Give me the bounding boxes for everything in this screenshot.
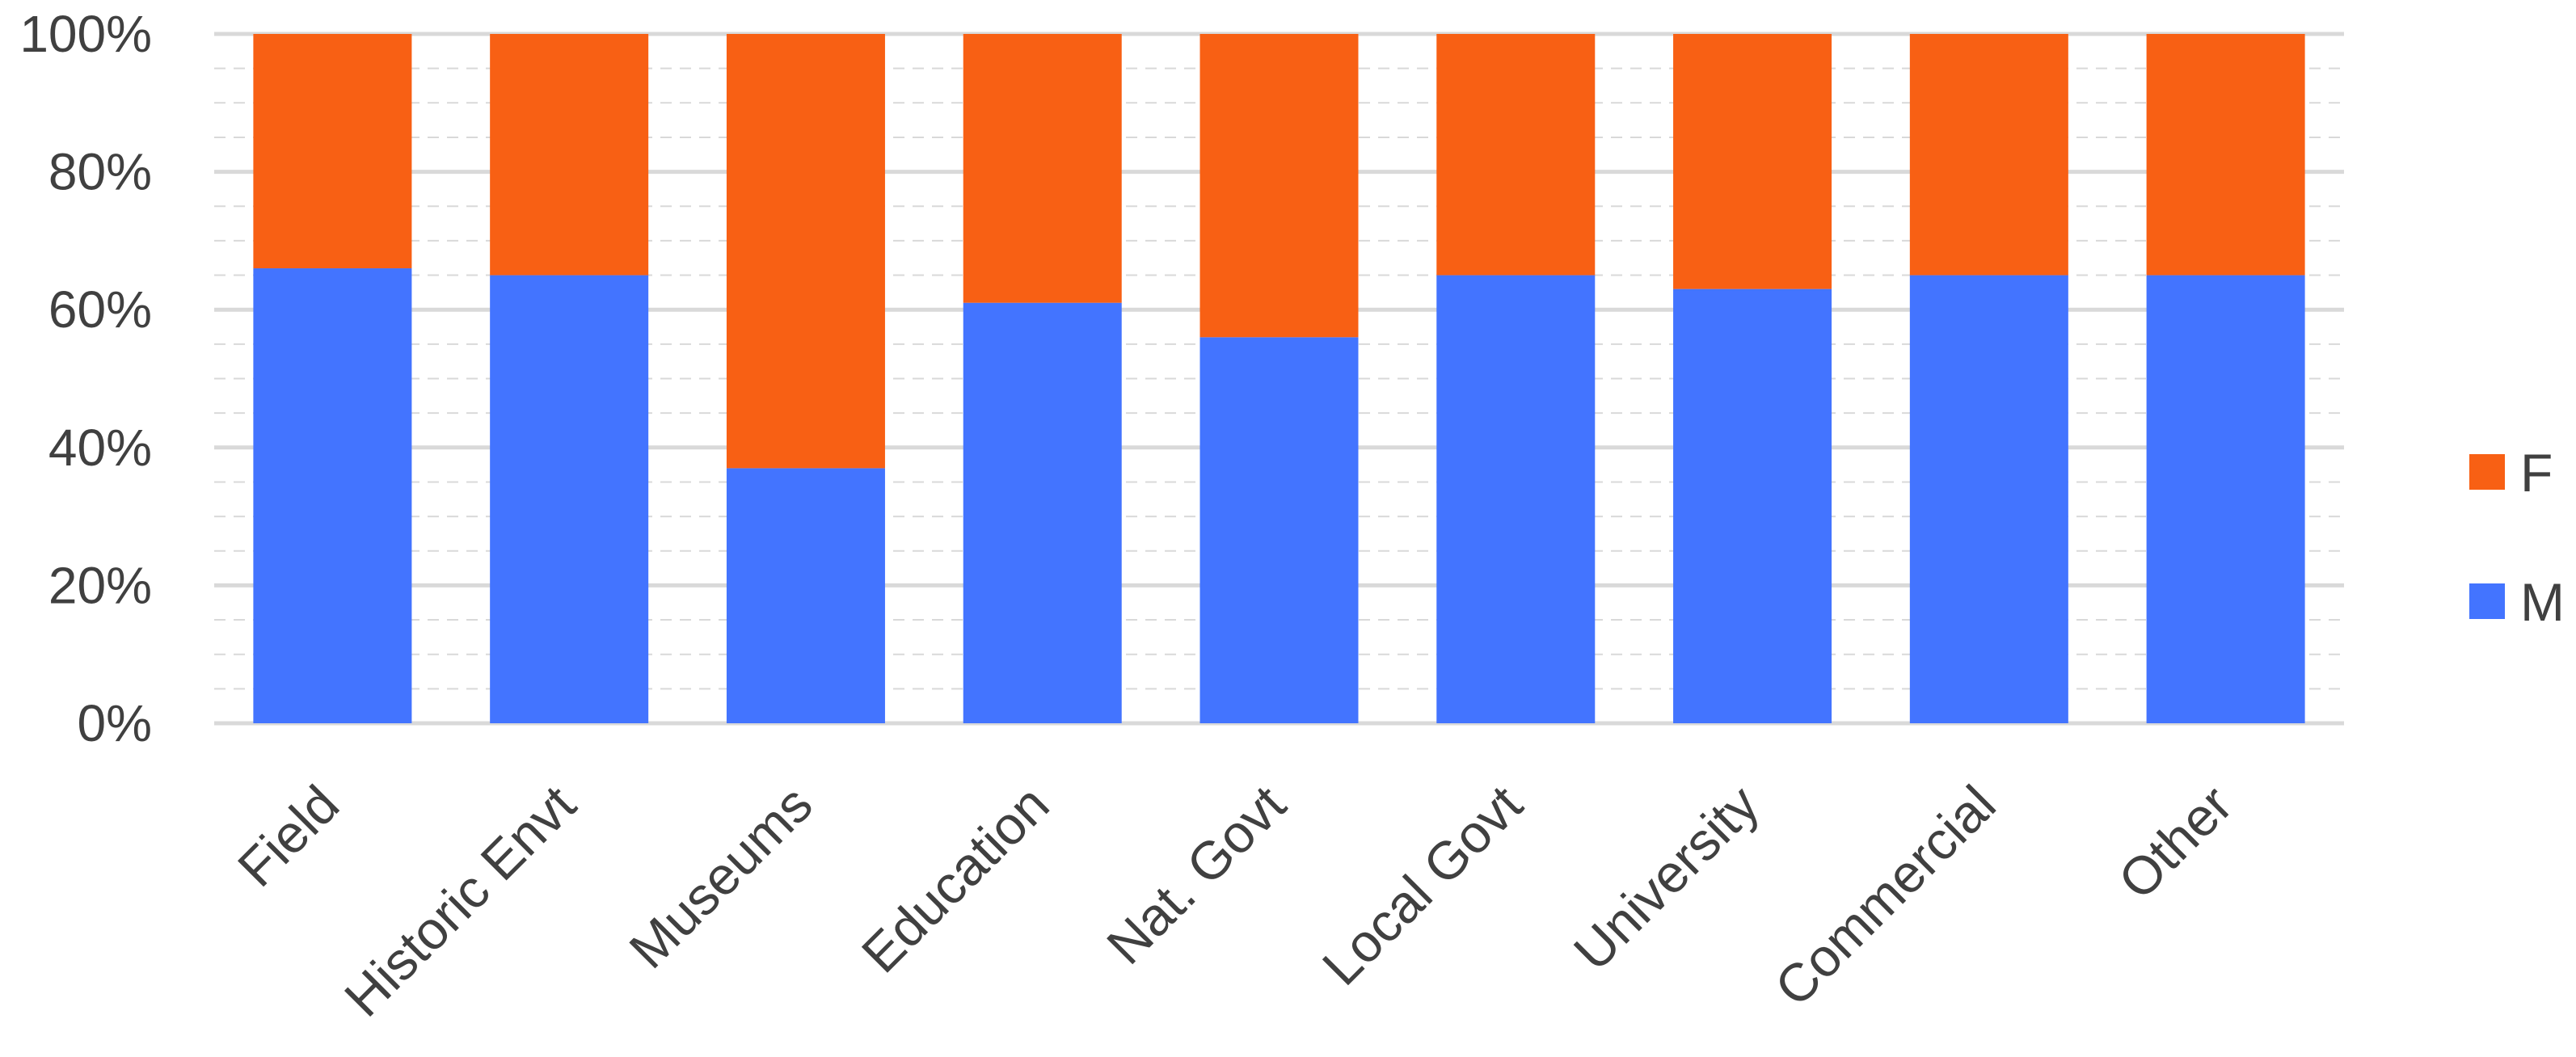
bars [253,34,2305,723]
bar-segment-m [963,302,1122,723]
bar-segment-f [490,34,649,276]
bar-segment-m [490,275,649,723]
bar-segment-f [2146,34,2305,276]
y-tick-label: 0% [78,694,153,752]
y-tick-label: 20% [48,556,152,614]
bar-segment-f [726,34,885,469]
x-category-label: Education [850,774,1060,984]
x-category-label: Other [2106,774,2243,911]
bar-segment-m [2146,275,2305,723]
bar-segment-f [963,34,1122,303]
bar-segment-f [1436,34,1596,276]
x-category-label: Nat. Govt [1095,774,1296,975]
bar-segment-m [726,468,885,723]
bar-segment-m [1199,337,1359,723]
y-tick-label: 80% [48,143,152,201]
bar-segment-f [253,34,412,269]
y-tick-label: 60% [48,280,152,339]
bar-segment-m [1909,275,2068,723]
x-category-label: Historic Envt [333,774,587,1028]
x-category-label: Museums [618,774,824,980]
x-category-label: University [1562,774,1770,982]
y-tick-label: 100% [19,5,152,63]
legend-label-m: M [2520,572,2565,632]
y-axis: 0% 20% 40% 60% 80% 100% [19,5,152,752]
bar-segment-f [1909,34,2068,276]
legend-label-f: F [2520,443,2553,503]
legend: FM [2469,443,2565,632]
x-category-label: Local Govt [1311,774,1533,996]
bar-segment-m [253,268,412,723]
bar-segment-m [1673,288,1832,723]
bar-segment-f [1673,34,1832,289]
bar-segment-f [1199,34,1359,338]
legend-swatch-m [2469,583,2505,619]
legend-swatch-f [2469,454,2505,490]
bar-segment-m [1436,275,1596,723]
y-tick-label: 40% [48,419,152,477]
x-category-label: Field [226,774,350,898]
x-category-label: Commercial [1763,774,2006,1017]
